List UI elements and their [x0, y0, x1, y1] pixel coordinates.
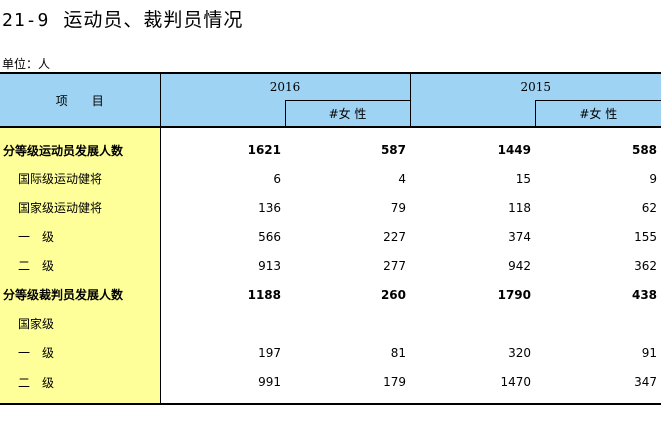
cell-value: 438 — [631, 287, 658, 302]
cell-value — [285, 309, 410, 338]
cell-value: 227 — [383, 229, 407, 244]
row-label: 国际级运动健将 — [0, 164, 161, 193]
row-label: 一 级 — [0, 338, 161, 367]
cell-value: 79 — [390, 200, 407, 215]
row-label: 分等级运动员发展人数 — [0, 127, 161, 164]
cell-value: 118 — [508, 200, 532, 215]
row-label: 国家级运动健将 — [0, 193, 161, 222]
cell-value — [410, 309, 535, 338]
cell-value: 4 — [398, 171, 407, 186]
table-row: 分等级裁判员发展人数 1188 260 1790 438 — [0, 280, 661, 309]
table-row: 一 级 197 81 320 91 — [0, 338, 661, 367]
cell-value: 991 — [160, 367, 285, 405]
cell-value: 15 — [515, 171, 532, 186]
cell-value: 277 — [383, 258, 407, 273]
cell-value: 260 — [380, 287, 407, 302]
cell-value: 179 — [285, 367, 411, 405]
cell-value: 913 — [258, 258, 281, 273]
header-year-2016: 2016 — [160, 72, 411, 100]
table-row: 二 级 913 277 942 362 — [0, 251, 661, 280]
cell-value: 81 — [390, 345, 407, 360]
cell-value: 320 — [508, 345, 532, 360]
header-female-2015: #女 性 — [534, 99, 661, 128]
cell-value: 362 — [634, 258, 658, 273]
row-label: 分等级裁判员发展人数 — [0, 280, 161, 309]
header-item: 项 目 — [0, 72, 161, 128]
cell-value: 374 — [508, 229, 532, 244]
table-title: 21-9 运动员、裁判员情况 — [2, 5, 243, 32]
cell-value: 91 — [641, 345, 658, 360]
cell-value: 6 — [273, 171, 281, 186]
cell-value: 9 — [649, 171, 658, 186]
header-female-2016: #女 性 — [284, 99, 411, 128]
cell-value: 1449 — [497, 143, 532, 157]
cell-value: 136 — [258, 200, 281, 215]
table-row: 国家级运动健将 136 79 118 62 — [0, 193, 661, 222]
header-spacer — [410, 100, 536, 128]
table-row: 国家级 — [0, 309, 661, 338]
table-body: 分等级运动员发展人数 1621 587 1449 588 国际级运动健将 6 4 15 9 国家级运… — [0, 127, 661, 405]
cell-value: 1790 — [497, 287, 532, 302]
cell-value: 587 — [380, 143, 407, 157]
cell-value — [535, 309, 661, 338]
cell-value: 1188 — [247, 287, 281, 302]
cell-value: 155 — [634, 229, 658, 244]
cell-value: 347 — [535, 367, 661, 405]
header-year-2015: 2015 — [410, 72, 661, 100]
row-label: 二 级 — [0, 367, 161, 405]
table-row: 二 级 991 179 1470 347 — [0, 367, 661, 405]
row-label: 国家级 — [0, 309, 161, 338]
cell-value: 588 — [631, 143, 658, 157]
cell-value: 566 — [258, 229, 281, 244]
table-row: 一 级 566 227 374 155 — [0, 222, 661, 251]
cell-value: 1470 — [410, 367, 536, 405]
cell-value: 942 — [508, 258, 532, 273]
table-number: 21-9 — [2, 10, 50, 31]
header-spacer — [160, 100, 285, 128]
cell-value: 62 — [641, 200, 658, 215]
table-row: 分等级运动员发展人数 1621 587 1449 588 — [0, 127, 661, 164]
row-label: 二 级 — [0, 251, 161, 280]
row-label: 一 级 — [0, 222, 161, 251]
table-row: 国际级运动健将 6 4 15 9 — [0, 164, 661, 193]
cell-value: 1621 — [247, 143, 281, 157]
cell-value — [160, 309, 285, 338]
table-title-text: 运动员、裁判员情况 — [63, 9, 244, 31]
unit-label: 单位：人 — [2, 57, 51, 71]
cell-value: 197 — [258, 345, 281, 360]
statistics-table: 项 目 2016 2015 #女 性 #女 性 分等级运动员发展人数 1621 58… — [0, 72, 661, 405]
